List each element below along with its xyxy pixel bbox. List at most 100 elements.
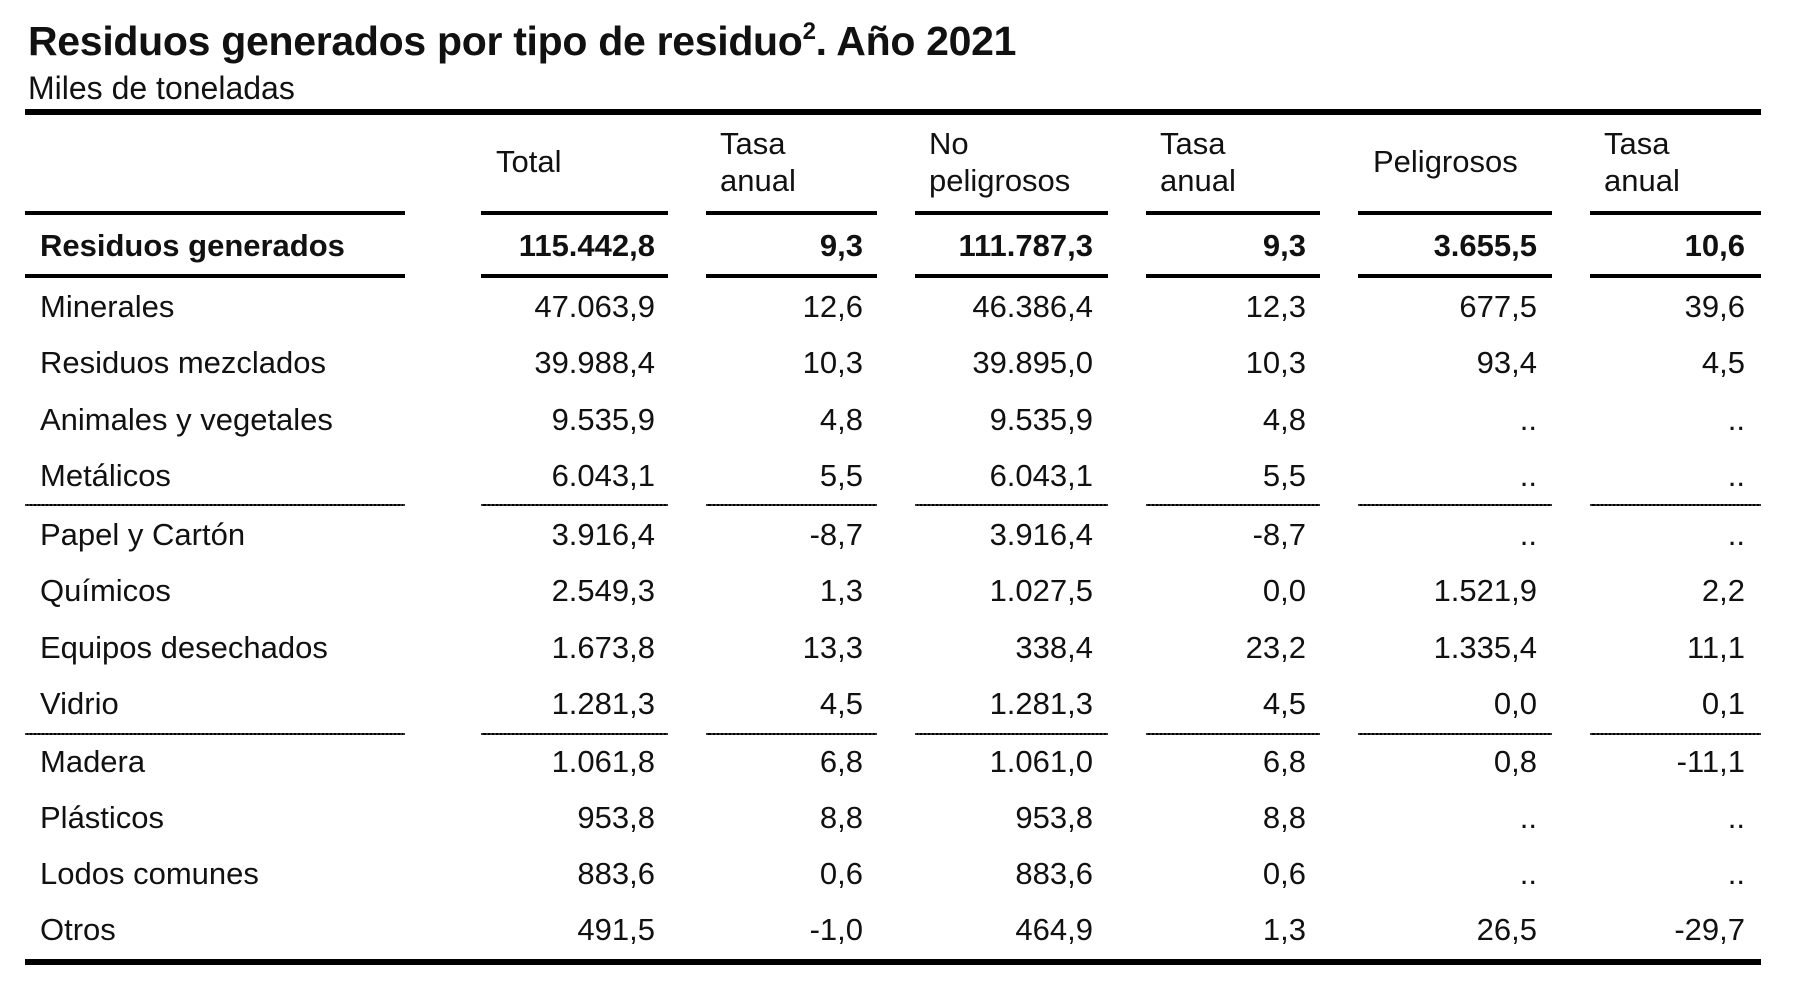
- header-rule: [1146, 211, 1320, 215]
- row-label: Residuos mezclados: [40, 345, 327, 380]
- total-row-rule: [25, 274, 405, 278]
- table-cell: 2,2: [1701, 573, 1745, 608]
- table-cell: 2.549,3: [551, 573, 655, 608]
- group-separator: [706, 733, 877, 735]
- total-row-value: 9,3: [1262, 228, 1306, 263]
- table-cell: 12,3: [1245, 289, 1306, 324]
- group-separator: [25, 733, 405, 735]
- top-rule: [25, 109, 1761, 115]
- table-cell: -11,1: [1676, 744, 1745, 779]
- table-cell: 5,5: [819, 458, 863, 493]
- table-cell: 39.988,4: [534, 345, 655, 380]
- column-header: Tasa anual: [720, 125, 796, 199]
- row-label: Lodos comunes: [40, 856, 259, 891]
- column-header: Total: [496, 143, 561, 180]
- table-cell: 1.061,8: [551, 744, 655, 779]
- table-cell: 883,6: [577, 856, 655, 891]
- title-year: . Año 2021: [815, 18, 1017, 64]
- table-cell: ..: [1727, 856, 1745, 891]
- group-separator: [915, 504, 1108, 506]
- table-cell: 10,3: [1245, 345, 1306, 380]
- table-cell: 11,1: [1686, 630, 1745, 665]
- title-footnote-mark: 2: [802, 18, 816, 45]
- table-cell: 0,1: [1701, 686, 1745, 721]
- table-cell: ..: [1727, 402, 1745, 437]
- table-cell: 93,4: [1476, 345, 1537, 380]
- table-cell: 26,5: [1476, 912, 1537, 947]
- row-label: Vidrio: [40, 686, 119, 721]
- table-cell: 1.027,5: [989, 573, 1093, 608]
- table-cell: 9.535,9: [551, 402, 655, 437]
- column-header-line: Tasa: [720, 126, 786, 161]
- table-cell: 338,4: [1015, 630, 1093, 665]
- total-row-rule: [1358, 274, 1552, 278]
- table-cell: 13,3: [802, 630, 863, 665]
- table-cell: 10,3: [802, 345, 863, 380]
- table-cell: 23,2: [1245, 630, 1306, 665]
- table-cell: 464,9: [1015, 912, 1093, 947]
- column-header-line: Tasa: [1160, 126, 1226, 161]
- table-cell: 0,0: [1262, 573, 1306, 608]
- table-cell: -8,7: [809, 517, 863, 552]
- table-title: Residuos generados por tipo de residuo2.…: [28, 18, 1016, 65]
- row-label: Madera: [40, 744, 146, 779]
- table-cell: ..: [1727, 458, 1745, 493]
- header-rule: [1358, 211, 1552, 215]
- table-cell: 0,6: [819, 856, 863, 891]
- table-cell: -29,7: [1674, 912, 1745, 947]
- table-cell: 0,8: [1493, 744, 1537, 779]
- table-cell: 4,8: [1262, 402, 1306, 437]
- row-label: Químicos: [40, 573, 171, 608]
- row-label: Otros: [40, 912, 116, 947]
- header-rule: [481, 211, 668, 215]
- table-cell: -8,7: [1252, 517, 1306, 552]
- group-separator: [1358, 504, 1552, 506]
- total-row-value: 3.655,5: [1433, 228, 1537, 263]
- table-cell: ..: [1519, 856, 1537, 891]
- total-row-rule: [1146, 274, 1320, 278]
- table-cell: ..: [1519, 517, 1537, 552]
- table-cell: 4,8: [819, 402, 863, 437]
- table-cell: 8,8: [819, 800, 863, 835]
- total-row-value: 9,3: [819, 228, 863, 263]
- total-row-value: 111.787,3: [958, 228, 1094, 263]
- column-header-line: Total: [496, 144, 562, 179]
- table-cell: 4,5: [1262, 686, 1306, 721]
- row-label: Equipos desechados: [40, 630, 328, 665]
- table-cell: 39,6: [1684, 289, 1745, 324]
- table-cell: 1,3: [819, 573, 863, 608]
- column-header: Tasa anual: [1604, 125, 1680, 199]
- header-rule: [25, 211, 405, 215]
- group-separator: [915, 733, 1108, 735]
- group-separator: [481, 504, 668, 506]
- table-cell: 4,5: [819, 686, 863, 721]
- table-cell: 8,8: [1262, 800, 1306, 835]
- column-header-line: anual: [1160, 163, 1236, 198]
- header-rule: [1590, 211, 1761, 215]
- total-row-rule: [481, 274, 668, 278]
- table-cell: 1,3: [1262, 912, 1306, 947]
- table-cell: ..: [1727, 517, 1745, 552]
- table-cell: 9.535,9: [989, 402, 1093, 437]
- table-cell: 6.043,1: [989, 458, 1093, 493]
- table-cell: ..: [1519, 402, 1537, 437]
- column-header-line: anual: [720, 163, 796, 198]
- group-separator: [706, 504, 877, 506]
- table-cell: 1.281,3: [551, 686, 655, 721]
- group-separator: [1590, 733, 1761, 735]
- row-label: Animales y vegetales: [40, 402, 333, 437]
- table-cell: 12,6: [802, 289, 863, 324]
- table-cell: 47.063,9: [534, 289, 655, 324]
- group-separator: [481, 733, 668, 735]
- table-cell: 46.386,4: [972, 289, 1093, 324]
- table-cell: 1.521,9: [1433, 573, 1537, 608]
- column-header: Peligrosos: [1373, 143, 1518, 180]
- table-cell: 1.335,4: [1433, 630, 1537, 665]
- table-cell: ..: [1727, 800, 1745, 835]
- table-cell: 4,5: [1701, 345, 1745, 380]
- table-cell: 0,0: [1493, 686, 1537, 721]
- total-row-value: 115.442,8: [518, 228, 655, 263]
- group-separator: [1590, 504, 1761, 506]
- group-separator: [25, 504, 405, 506]
